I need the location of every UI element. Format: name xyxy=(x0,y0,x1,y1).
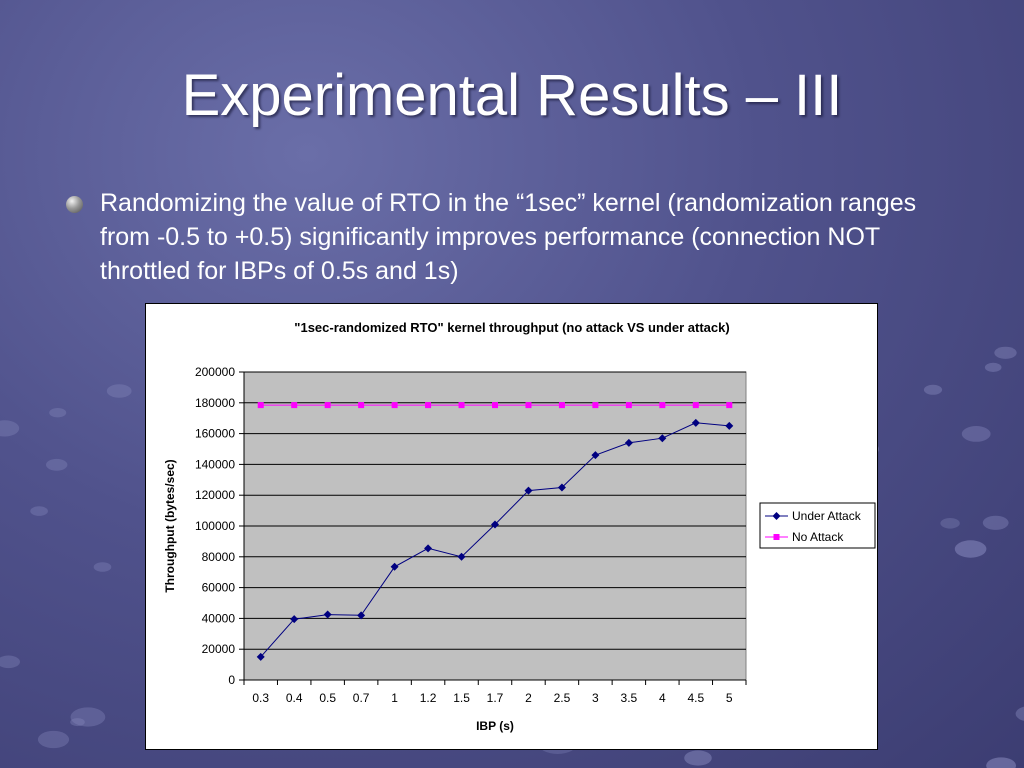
x-axis: 0.3 0.4 0.5 0.7 1 1.2 1.5 1.7 2 2.5 3 3.5 4 4.5 5 xyxy=(243,679,747,705)
x-tick-label: 4.5 xyxy=(687,691,704,705)
y-tick-label: 200000 xyxy=(195,365,235,379)
background-dot xyxy=(93,562,112,572)
y-tick-label: 160000 xyxy=(195,427,235,441)
legend-label-no-attack: No Attack xyxy=(792,530,844,544)
y-tick-label: 180000 xyxy=(195,396,235,410)
x-tick-label: 1.7 xyxy=(487,691,504,705)
y-tick-label: 60000 xyxy=(202,581,236,595)
x-tick-label: 2 xyxy=(525,691,532,705)
background-dot xyxy=(961,426,991,442)
legend: Under Attack No Attack xyxy=(759,502,876,549)
no-attack-point xyxy=(391,402,398,409)
x-tick-label: 5 xyxy=(726,691,733,705)
under-attack-legend-marker xyxy=(772,512,781,520)
y-tick-label: 40000 xyxy=(202,611,236,625)
no-attack-point xyxy=(257,402,264,409)
under-attack-point xyxy=(390,562,399,571)
background-dot xyxy=(0,420,20,437)
sphere-bullet-icon xyxy=(66,196,83,213)
x-tick-label: 3.5 xyxy=(621,691,638,705)
background-dot xyxy=(986,757,1016,768)
legend-label-under-attack: Under Attack xyxy=(792,509,862,523)
gridlines xyxy=(244,371,746,681)
under-attack-point xyxy=(357,611,366,620)
background-dot xyxy=(106,384,132,398)
no-attack-point xyxy=(692,402,699,409)
background-dot xyxy=(70,707,106,727)
x-axis-title: IBP (s) xyxy=(476,719,514,733)
background-dot xyxy=(49,408,67,418)
background-dot xyxy=(982,515,1009,530)
y-tick-label: 80000 xyxy=(202,550,236,564)
series-lines xyxy=(256,402,734,661)
under-attack-point xyxy=(524,486,533,495)
background-dot xyxy=(46,458,68,471)
under-attack-point xyxy=(624,438,633,447)
chart-title: "1sec-randomized RTO" kernel throughput … xyxy=(294,320,729,335)
no-attack-point xyxy=(625,402,632,409)
no-attack-point xyxy=(659,402,666,409)
background-dot xyxy=(0,655,20,669)
no-attack-point xyxy=(558,402,565,409)
slide-title: Experimental Results – III xyxy=(181,63,843,128)
background-dot xyxy=(30,506,48,516)
under-attack-point xyxy=(591,451,600,460)
no-attack-point xyxy=(324,402,331,409)
y-tick-label: 140000 xyxy=(195,457,235,471)
x-tick-label: 1.5 xyxy=(453,691,470,705)
under-attack-point xyxy=(457,552,466,561)
no-attack-point xyxy=(291,402,298,409)
x-tick-label: 4 xyxy=(659,691,666,705)
background-dot xyxy=(1015,706,1024,721)
under-attack-point xyxy=(691,418,700,427)
under-attack-point xyxy=(658,434,667,443)
bullet-text: Randomizing the value of RTO in the “1se… xyxy=(100,189,917,285)
x-tick-label: 0.5 xyxy=(319,691,336,705)
under-attack-point xyxy=(290,615,299,624)
x-tick-label: 0.7 xyxy=(353,691,370,705)
no-attack-legend-marker xyxy=(773,534,780,540)
under-attack-point xyxy=(491,520,499,529)
y-tick-label: 20000 xyxy=(202,642,236,656)
x-tick-label: 1 xyxy=(391,691,398,705)
y-axis-title: Throughput (bytes/sec) xyxy=(163,459,177,592)
background-dot xyxy=(70,718,85,727)
x-tick-label: 1.2 xyxy=(420,691,437,705)
x-tick-label: 0.4 xyxy=(286,691,303,705)
background-dot xyxy=(954,540,987,558)
x-tick-label: 3 xyxy=(592,691,599,705)
background-dot xyxy=(940,518,960,529)
x-tick-label: 2.5 xyxy=(554,691,571,705)
y-tick-label: 0 xyxy=(228,673,235,687)
background-dot xyxy=(684,750,712,766)
under-attack-point xyxy=(323,610,332,619)
background-dot xyxy=(994,346,1017,359)
under-attack-point xyxy=(725,421,734,430)
no-attack-point xyxy=(425,402,432,409)
no-attack-point xyxy=(592,402,599,409)
y-tick-label: 120000 xyxy=(195,488,235,502)
legend-box xyxy=(759,502,876,549)
background-dot xyxy=(37,730,70,749)
throughput-chart: "1sec-randomized RTO" kernel throughput … xyxy=(163,320,876,733)
x-tick-label: 0.3 xyxy=(252,691,269,705)
no-attack-point xyxy=(726,402,733,409)
background-dot xyxy=(923,384,943,395)
background-dot xyxy=(984,362,1002,372)
no-attack-point xyxy=(492,402,498,409)
no-attack-point xyxy=(525,402,532,409)
chart-frame: "1sec-randomized RTO" kernel throughput … xyxy=(145,303,878,750)
under-attack-point xyxy=(557,483,566,492)
no-attack-point xyxy=(358,402,365,409)
y-tick-label: 100000 xyxy=(195,519,235,533)
under-attack-point xyxy=(424,544,433,553)
y-axis: 0 20000 40000 60000 80000 100000 120000 140000 1… xyxy=(195,365,245,687)
no-attack-point xyxy=(458,402,465,409)
under-attack-point xyxy=(256,652,265,661)
